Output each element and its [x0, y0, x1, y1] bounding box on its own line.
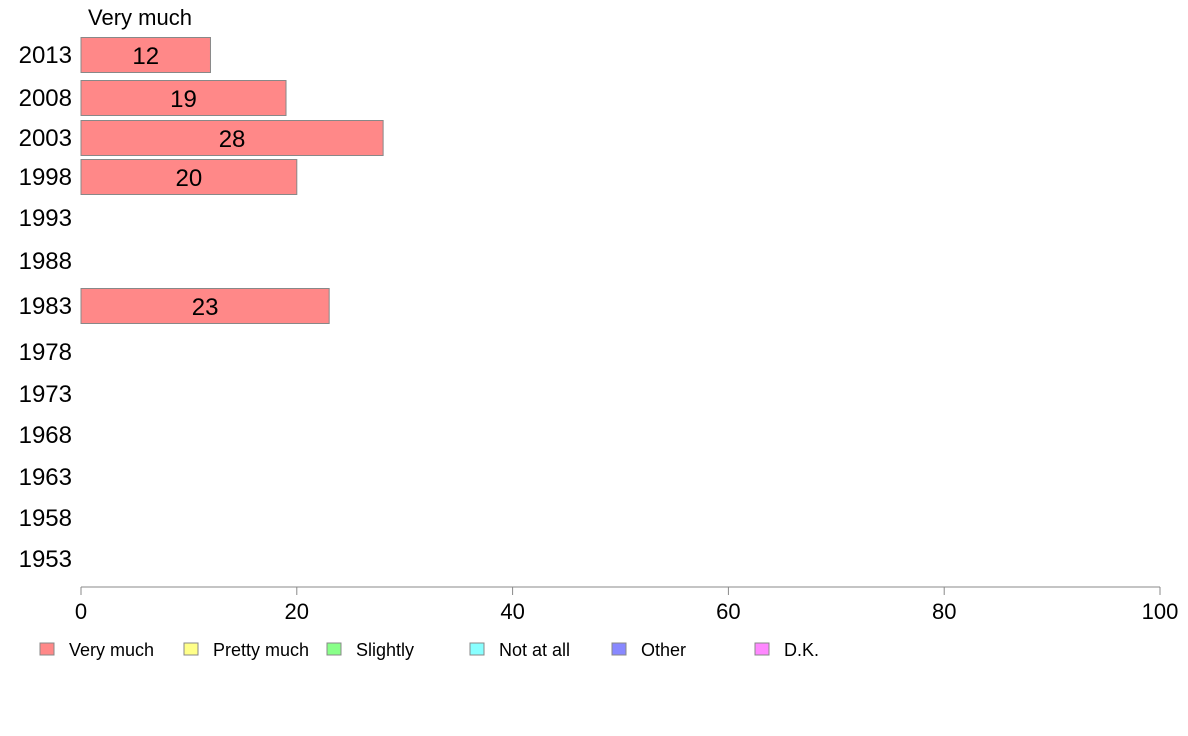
- legend-label-d-k: D.K.: [784, 640, 819, 660]
- year-label-2013: 2013: [19, 42, 72, 69]
- legend-swatch-not-at-all: [469, 642, 485, 656]
- year-label-1973: 1973: [19, 381, 72, 408]
- bar-1998: [80, 159, 298, 195]
- year-label-1988: 1988: [19, 248, 72, 275]
- x-tick-label-40: 40: [500, 599, 524, 624]
- legend-swatch-other: [611, 642, 627, 656]
- x-tick-label-20: 20: [285, 599, 309, 624]
- year-label-2008: 2008: [19, 85, 72, 112]
- x-tick-label-60: 60: [716, 599, 740, 624]
- bar-value-label-2003: 28: [219, 126, 246, 153]
- year-label-1993: 1993: [19, 205, 72, 232]
- legend-label-slightly: Slightly: [356, 640, 414, 660]
- bar-value-label-1998: 20: [176, 165, 203, 192]
- year-label-1998: 1998: [19, 164, 72, 191]
- legend: Very much Pretty much Slightly Not at all Ot…: [39, 640, 819, 660]
- bars-group: 12 19 28 20 23: [80, 37, 384, 324]
- year-label-1953: 1953: [19, 546, 72, 573]
- legend-swatch-very-much: [39, 642, 55, 656]
- legend-label-pretty-much: Pretty much: [213, 640, 309, 660]
- legend-label-other: Other: [641, 640, 686, 660]
- bar-value-label-2008: 19: [170, 86, 197, 113]
- legend-swatch-slightly: [326, 642, 342, 656]
- year-labels-group: 2013 2008 2003 1998 1993 1988 1983 1978 1973 1968…: [19, 42, 72, 573]
- bar-value-label-1983: 23: [192, 294, 219, 321]
- x-tick-label-80: 80: [932, 599, 956, 624]
- x-tick-label-0: 0: [75, 599, 87, 624]
- legend-swatch-pretty-much: [183, 642, 199, 656]
- year-label-2003: 2003: [19, 125, 72, 152]
- year-label-1978: 1978: [19, 339, 72, 366]
- x-tick-label-100: 100: [1142, 599, 1179, 624]
- year-label-1968: 1968: [19, 422, 72, 449]
- year-label-1963: 1963: [19, 464, 72, 491]
- year-label-1958: 1958: [19, 505, 72, 532]
- bar-2008: [80, 80, 287, 116]
- legend-label-not-at-all: Not at all: [499, 640, 570, 660]
- bar-2013: [80, 37, 211, 73]
- x-axis: 0 20 40 60 80 100: [75, 586, 1179, 624]
- series-header: Very much: [88, 5, 192, 30]
- bar-value-label-2013: 12: [132, 43, 159, 70]
- legend-label-very-much: Very much: [69, 640, 154, 660]
- year-label-1983: 1983: [19, 293, 72, 320]
- bar-1983: [80, 288, 330, 324]
- bar-2003: [80, 120, 384, 156]
- legend-swatch-d-k: [754, 642, 770, 656]
